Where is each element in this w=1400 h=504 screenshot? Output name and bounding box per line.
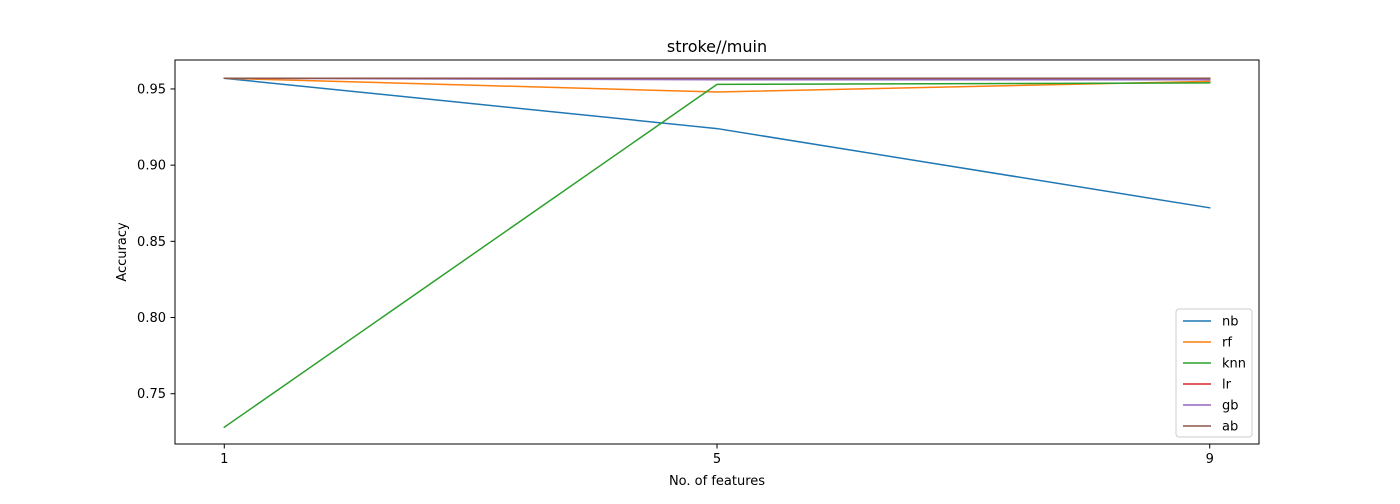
legend: nb rf knn lr gb ab — [1175, 308, 1253, 438]
y-tick-label: 0.90 — [137, 159, 166, 174]
x-tick-label: 5 — [713, 452, 721, 467]
axes-layer: 1 5 9 0.75 0.80 0.85 0.90 0.95 — [137, 59, 1260, 467]
series-line-nb — [223, 77, 1211, 209]
y-tick-label: 0.95 — [137, 82, 166, 97]
legend-box — [1175, 308, 1253, 438]
plot-frame — [174, 59, 1260, 445]
legend-label-rf: rf — [1222, 336, 1232, 351]
y-axis-label: Accuracy — [115, 222, 130, 282]
chart-title: stroke//muin — [667, 37, 767, 56]
x-tick-label: 9 — [1206, 452, 1214, 467]
legend-label-lr: lr — [1222, 378, 1232, 393]
y-tick-label: 0.75 — [137, 387, 166, 402]
series-line-rf — [223, 77, 1211, 93]
legend-label-knn: knn — [1222, 357, 1246, 372]
series-layer — [223, 77, 1211, 429]
y-tick-label: 0.85 — [137, 235, 166, 250]
x-axis-label: No. of features — [669, 474, 765, 489]
series-line-knn — [223, 82, 1211, 429]
legend-label-nb: nb — [1222, 315, 1239, 330]
y-tick-label: 0.80 — [137, 311, 166, 326]
legend-label-gb: gb — [1222, 399, 1239, 414]
x-tick-label: 1 — [220, 452, 228, 467]
legend-label-ab: ab — [1222, 420, 1238, 435]
